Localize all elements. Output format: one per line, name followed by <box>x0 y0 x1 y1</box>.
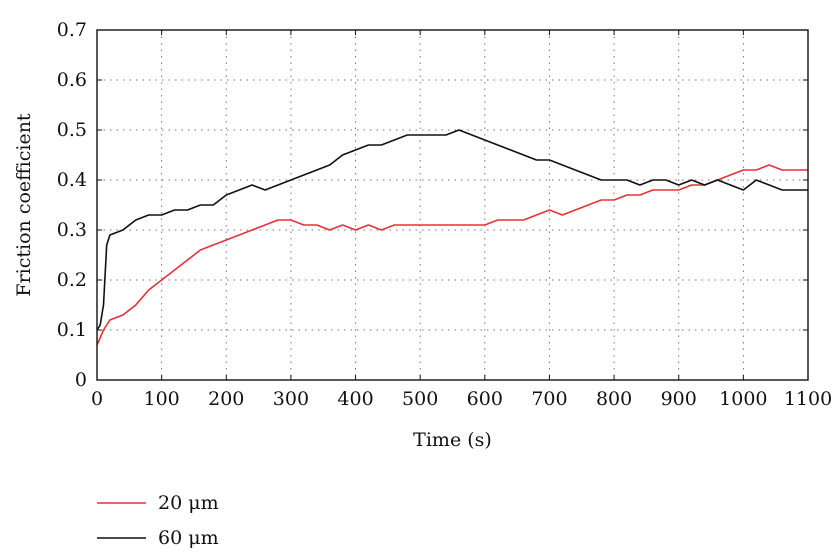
x-tick-label: 0 <box>91 388 103 410</box>
x-tick-label: 200 <box>208 388 244 410</box>
y-tick-label: 0.4 <box>57 169 87 191</box>
x-axis-title: Time (s) <box>413 429 492 451</box>
x-tick-label: 900 <box>661 388 697 410</box>
x-tick-label: 500 <box>402 388 438 410</box>
x-tick-label: 300 <box>273 388 309 410</box>
x-tick-label: 400 <box>337 388 373 410</box>
x-tick-label: 100 <box>144 388 180 410</box>
x-tick-label: 800 <box>596 388 632 410</box>
y-tick-label: 0.6 <box>57 69 87 91</box>
plot-frame <box>96 29 809 381</box>
x-tick-label: 1100 <box>784 388 832 410</box>
legend: 20 μm 60 μm <box>97 492 219 549</box>
y-tick-label: 0.1 <box>57 319 87 341</box>
y-tick-label: 0.7 <box>57 19 87 41</box>
x-tick-label: 600 <box>467 388 503 410</box>
x-tick-label: 1000 <box>719 388 767 410</box>
series-line-0 <box>96 164 808 346</box>
legend-label-20um: 20 μm <box>158 492 219 514</box>
legend-label-60um: 60 μm <box>158 527 219 549</box>
axis-ticks: 0 100 200 300 400 500 600 700 800 900 1000 1100 0 0.1… <box>57 19 832 410</box>
series-layer <box>96 129 808 346</box>
y-tick-label: 0.3 <box>57 219 87 241</box>
y-tick-label: 0.5 <box>57 119 87 141</box>
y-axis-title: Friction coefficient <box>13 113 35 297</box>
x-tick-label: 700 <box>531 388 567 410</box>
y-tick-label: 0 <box>75 369 87 391</box>
y-tick-label: 0.2 <box>57 269 87 291</box>
series-line-1 <box>96 129 808 331</box>
